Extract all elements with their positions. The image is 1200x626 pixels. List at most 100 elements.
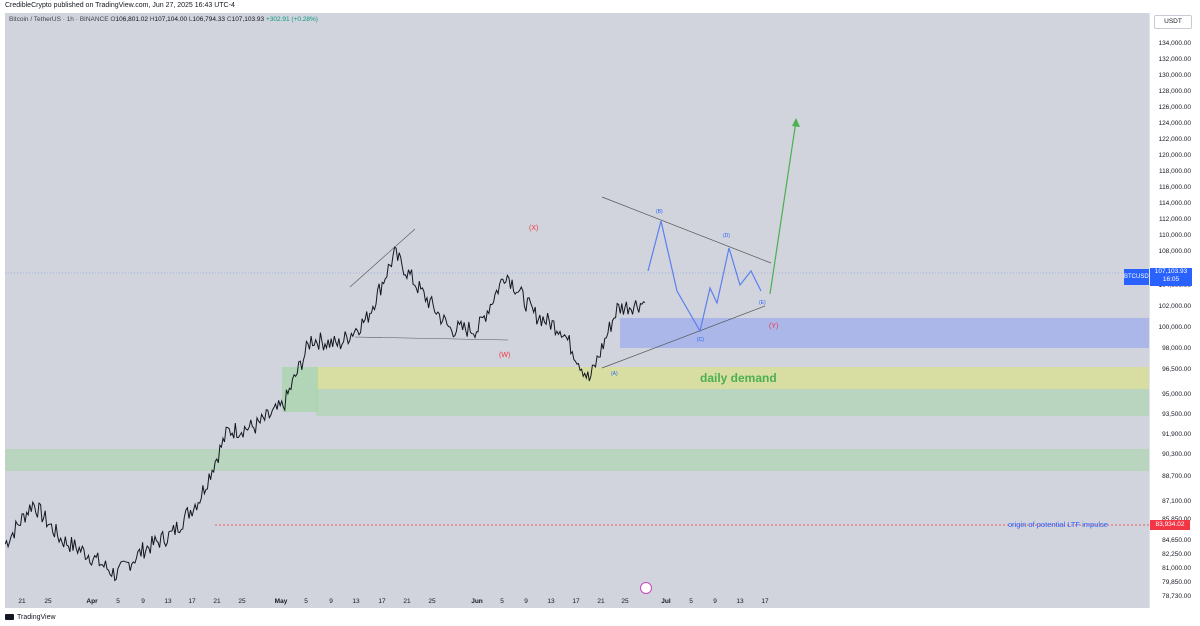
time-tick-label: 5 [500, 598, 504, 605]
time-tick-label: 25 [238, 598, 246, 605]
lower-demand-zone [5, 449, 1149, 471]
price-tick-label: 134,000.00 [1158, 40, 1191, 47]
price-tick-label: 95,000.00 [1162, 391, 1191, 398]
high-value: 107,104.00 [154, 16, 188, 23]
open-value: 106,801.02 [115, 16, 149, 23]
time-tick-label: 25 [44, 598, 52, 605]
time-tick-label: 21 [403, 598, 411, 605]
tradingview-mark-icon [5, 614, 14, 621]
time-tick-label: 25 [428, 598, 436, 605]
publish-bar: CredibleCrypto published on TradingView.… [0, 0, 1200, 12]
brand-name: TradingView [17, 614, 56, 621]
wave-y-label: (Y) [769, 323, 779, 330]
target-zone [620, 318, 1149, 348]
price-tick-label: 122,000.00 [1158, 136, 1191, 143]
price-axis[interactable]: USDT 134,000.00 132,000.00 130,000.00 128,0… [1149, 13, 1200, 608]
daily-demand-yellow-zone [316, 367, 1149, 389]
time-tick-label: 9 [524, 598, 528, 605]
current-price-timer: 16:05 [1162, 276, 1180, 283]
price-tick-label: 85,850.00 [1162, 516, 1191, 524]
time-tick-label: 13 [736, 598, 744, 605]
high-label: H [149, 16, 155, 23]
close-value: 107,103.93 [231, 16, 265, 23]
price-tick-label: 88,700.00 [1162, 473, 1191, 480]
time-tick-label: 21 [18, 598, 26, 605]
time-tick-label: 13 [547, 598, 555, 605]
wave-x-label: (X) [529, 225, 539, 232]
price-tick-label: 130,000.00 [1158, 72, 1191, 79]
price-tick-label: 116,000.00 [1158, 184, 1191, 191]
price-tick-label: 124,000.00 [1158, 120, 1191, 127]
wave-d-label: (D) [723, 233, 730, 239]
change-value: +302.91 (+0.28%) [265, 16, 318, 23]
time-tick-label: 21 [213, 598, 221, 605]
price-tick-label: 78,730.00 [1162, 593, 1191, 600]
price-tick-label: 132,000.00 [1158, 56, 1191, 63]
price-tick-label: 90,300.00 [1162, 451, 1191, 458]
chart-pane[interactable]: Bitcoin / TetherUS · 1h · BINANCE O106,8… [5, 13, 1149, 608]
wave-c-label: (C) [697, 337, 704, 343]
price-tick-label: 96,500.00 [1162, 366, 1191, 373]
w-base-line [354, 336, 509, 341]
price-tick-label: 126,000.00 [1158, 104, 1191, 111]
target-arrow-head [792, 118, 800, 127]
chart-legend: Bitcoin / TetherUS · 1h · BINANCE O106,8… [9, 16, 318, 24]
symbol-price-tag: BTCUSDT [1124, 269, 1152, 285]
current-price-value: 107,103.93 [1154, 268, 1188, 275]
tradingview-logo[interactable]: TradingView [5, 613, 56, 623]
price-tick-label: 112,000.00 [1158, 216, 1191, 223]
price-tick-label: 93,500.00 [1162, 411, 1191, 418]
chart-canvas[interactable] [5, 13, 1149, 608]
time-tick-label: Apr [86, 598, 98, 605]
time-tick-label: 13 [164, 598, 172, 605]
low-label: L [188, 16, 193, 23]
price-tick-label: 79,850.00 [1162, 579, 1191, 586]
time-tick-label: 17 [761, 598, 769, 605]
time-tick-label: 9 [713, 598, 717, 605]
time-tick-label: Jun [471, 598, 483, 605]
price-series [5, 246, 646, 582]
symbol-title: Bitcoin / TetherUS · 1h · BINANCE [9, 16, 109, 23]
price-tick-label: 87,100.00 [1162, 498, 1191, 505]
daily-demand-label: daily demand [700, 371, 777, 385]
price-tick-label: 100,000.00 [1158, 324, 1191, 331]
price-tick-label: 114,000.00 [1158, 200, 1191, 207]
time-tick-label: Jul [661, 598, 671, 605]
time-tick-label: 5 [304, 598, 308, 605]
trend-line-upper [349, 228, 416, 288]
price-tick-label: 118,000.00 [1158, 168, 1191, 175]
wave-w-label: (W) [499, 352, 511, 359]
open-label: O [110, 16, 116, 23]
ohlc-values: O106,801.02 H107,104.00 L106,794.33 C107… [110, 16, 318, 23]
origin-price-tag: 83,934.02 [1150, 520, 1190, 530]
time-tick-label: 5 [689, 598, 693, 605]
price-tick-label: 91,900.00 [1162, 431, 1191, 438]
projected-wave [647, 220, 762, 333]
time-tick-label: 17 [378, 598, 386, 605]
time-tick-label: 9 [141, 598, 145, 605]
time-tick-label: 5 [116, 598, 120, 605]
ideas-icon[interactable] [640, 582, 652, 594]
current-price-tag: 107,103.93 16:05 [1150, 268, 1192, 286]
time-tick-label: May [274, 598, 288, 605]
time-axis[interactable]: 21 25 Apr 5 9 13 17 21 25 May 5 9 13 17 21 25 Jun 5 9 13 17 2… [5, 597, 1149, 608]
time-tick-label: 25 [621, 598, 629, 605]
price-tick-label: 110,000.00 [1158, 232, 1191, 239]
time-tick-label: 13 [352, 598, 360, 605]
price-tick-label: 108,000.00 [1158, 248, 1191, 255]
time-tick-label: 17 [572, 598, 580, 605]
currency-selector[interactable]: USDT [1154, 15, 1192, 29]
footer: TradingView [0, 609, 1200, 626]
time-tick-label: 21 [597, 598, 605, 605]
close-label: C [226, 16, 232, 23]
target-arrow [769, 120, 797, 295]
triangle-upper [601, 196, 772, 264]
price-tick-label: 98,000.00 [1162, 345, 1191, 352]
price-tick-label: 128,000.00 [1158, 88, 1191, 95]
time-tick-label: 9 [329, 598, 333, 605]
left-demand-zone [282, 367, 318, 412]
price-tick-label: 82,250.00 [1162, 551, 1191, 558]
price-tick-label: 81,000.00 [1162, 565, 1191, 572]
time-tick-label: 17 [188, 598, 196, 605]
price-tick-label: 120,000.00 [1158, 152, 1191, 159]
